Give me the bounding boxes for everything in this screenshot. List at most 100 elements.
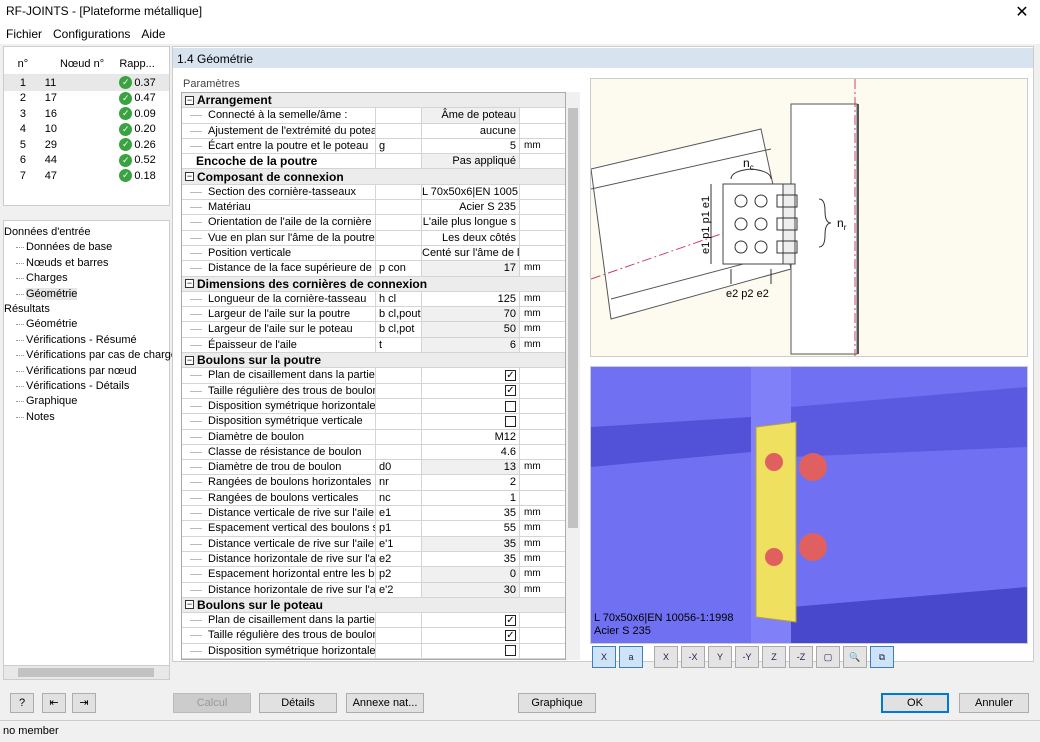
param-row: Diamètre de boulon M12 (182, 429, 565, 445)
tree-horizontal-scrollbar[interactable] (3, 665, 170, 680)
view-minus-x-button[interactable]: -X (681, 646, 705, 668)
param-symbol (376, 398, 422, 414)
collapse-icon[interactable]: − (185, 599, 194, 610)
menu-aide[interactable]: Aide (141, 27, 166, 41)
group-label: Dimensions des cornières de connexion (197, 276, 428, 291)
row-no: 2 (19, 92, 26, 105)
col-header-node[interactable]: Nœud n° (59, 58, 105, 70)
view-z-button[interactable]: Z (762, 646, 786, 668)
view-minus-z-button[interactable]: -Z (789, 646, 813, 668)
transparency-button[interactable]: ⧉ (870, 646, 894, 668)
param-value[interactable]: 2 (422, 475, 520, 490)
tree-item[interactable]: Vérifications par cas de charge (4, 348, 177, 363)
grid-vertical-scrollbar[interactable] (566, 92, 580, 660)
param-value[interactable]: L'aile plus longue s (422, 215, 520, 230)
help-button[interactable]: ? (10, 693, 34, 713)
collapse-icon[interactable]: − (185, 354, 194, 365)
param-label: Plan de cisaillement dans la partie file… (182, 613, 376, 628)
node-row[interactable]: 3 16 ✓ 0.09 (4, 106, 169, 122)
param-symbol: e'2 (376, 582, 422, 597)
node-row[interactable]: 6 44 ✓ 0.52 (4, 153, 169, 169)
menu-fichier[interactable]: Fichier (6, 27, 43, 41)
param-value[interactable]: aucune (422, 123, 520, 138)
tree-item[interactable]: Vérifications - Détails (4, 379, 169, 394)
param-value[interactable]: M12 (422, 429, 520, 444)
row-no: 1 (19, 76, 26, 89)
param-checkbox[interactable]: ✓ (422, 613, 520, 628)
tree-item[interactable]: Notes (4, 410, 169, 425)
node-row[interactable]: 5 29 ✓ 0.26 (4, 137, 169, 153)
tree-item[interactable]: Résultats (4, 302, 169, 317)
param-value[interactable]: 1 (422, 490, 520, 506)
param-checkbox[interactable] (422, 414, 520, 429)
view-a-button[interactable]: a (619, 646, 643, 668)
calc-button[interactable]: Calcul (173, 693, 251, 713)
menu-configurations[interactable]: Configurations (53, 27, 131, 41)
param-unit: mm (524, 139, 541, 151)
tree-item[interactable]: Géométrie (4, 287, 169, 302)
group-header[interactable]: − Boulons sur la poutre (182, 353, 565, 369)
import-button[interactable]: ⇤ (42, 693, 66, 713)
view-x-icon-button[interactable]: X (654, 646, 678, 668)
param-checkbox[interactable] (422, 398, 520, 414)
details-button[interactable]: Détails (259, 693, 337, 713)
param-row: Section des cornière-tasseaux L 70x50x6|E… (182, 184, 565, 201)
col-header-ratio[interactable]: Rapp... (119, 58, 155, 70)
param-value[interactable]: 55 (422, 521, 520, 536)
collapse-icon[interactable]: − (185, 171, 194, 182)
tree-item[interactable]: Géométrie (4, 317, 169, 332)
group-header[interactable]: − Boulons sur le poteau (182, 597, 565, 614)
group-header[interactable]: − Arrangement (182, 93, 565, 109)
ok-button[interactable]: OK (881, 693, 949, 713)
group-header[interactable]: − Composant de connexion (182, 169, 565, 185)
param-checkbox[interactable]: ✓ (422, 383, 520, 398)
graphic-button[interactable]: Graphique (518, 693, 596, 713)
title-bar: RF-JOINTS - [Plateforme métallique] (0, 0, 1040, 24)
wireframe-button[interactable]: ▢ (816, 646, 840, 668)
tree-item[interactable]: Graphique (4, 394, 169, 409)
tree-item[interactable]: Vérifications - Résumé (4, 333, 169, 348)
tree-item-label: Données de base (26, 241, 113, 254)
tree-item-label: Géométrie (26, 287, 78, 300)
parameters-grid: − Arrangement Connecté à la semelle/âme :Â… (181, 92, 566, 660)
view-minus-y-button[interactable]: -Y (735, 646, 759, 668)
param-label: Plan de cisaillement dans la partie file… (182, 368, 376, 383)
param-value[interactable]: 4.6 (422, 444, 520, 460)
param-checkbox[interactable]: ✓ (422, 368, 520, 383)
close-icon[interactable]: ✕ (1015, 4, 1029, 21)
collapse-icon[interactable]: − (185, 278, 194, 289)
node-row[interactable]: 7 47 ✓ 0.18 (4, 168, 169, 184)
zoom-button[interactable]: 🔍 (843, 646, 867, 668)
tree-item[interactable]: Charges (4, 271, 169, 286)
tree-item[interactable]: Vérifications par nœud (4, 364, 169, 379)
node-row[interactable]: 4 10 ✓ 0.20 (4, 122, 169, 138)
tree-item[interactable]: Nœuds et barres (4, 256, 169, 271)
tree-item[interactable]: Données de base (4, 240, 169, 255)
param-value[interactable]: 35 (422, 506, 520, 521)
param-label: Orientation de l'aile de la cornière (182, 215, 376, 230)
view-x-button[interactable]: X (592, 646, 616, 668)
group-header[interactable]: − Dimensions des cornières de connexion (182, 276, 565, 292)
param-checkbox[interactable] (422, 643, 520, 658)
cancel-button[interactable]: Annuler (959, 693, 1029, 713)
node-row[interactable]: 1 11 ✓ 0.37 (4, 75, 169, 91)
param-checkbox[interactable]: ✓ (422, 628, 520, 643)
view-y-button[interactable]: Y (708, 646, 732, 668)
param-label: Vue en plan sur l'âme de la poutre (182, 230, 376, 245)
param-unit: mm (524, 537, 541, 549)
param-value[interactable]: 125 (422, 291, 520, 307)
param-value[interactable]: Les deux côtés (422, 230, 520, 245)
collapse-icon[interactable]: − (185, 94, 194, 105)
col-header-no[interactable]: n° (17, 58, 29, 70)
param-value[interactable]: 35 (422, 551, 520, 567)
param-value[interactable]: Acier S 235 (422, 200, 520, 215)
node-row[interactable]: 2 17 ✓ 0.47 (4, 91, 169, 107)
tree-item[interactable]: Données d'entrée (4, 225, 169, 240)
param-unit: mm (524, 507, 541, 519)
export-button[interactable]: ⇥ (72, 693, 96, 713)
national-annex-button[interactable]: Annexe nat... (346, 693, 424, 713)
param-value[interactable]: L 70x50x6|EN 1005 (422, 184, 520, 200)
param-value[interactable]: 5 (422, 138, 520, 154)
param-value[interactable]: Centé sur l'âme de l (422, 245, 520, 261)
